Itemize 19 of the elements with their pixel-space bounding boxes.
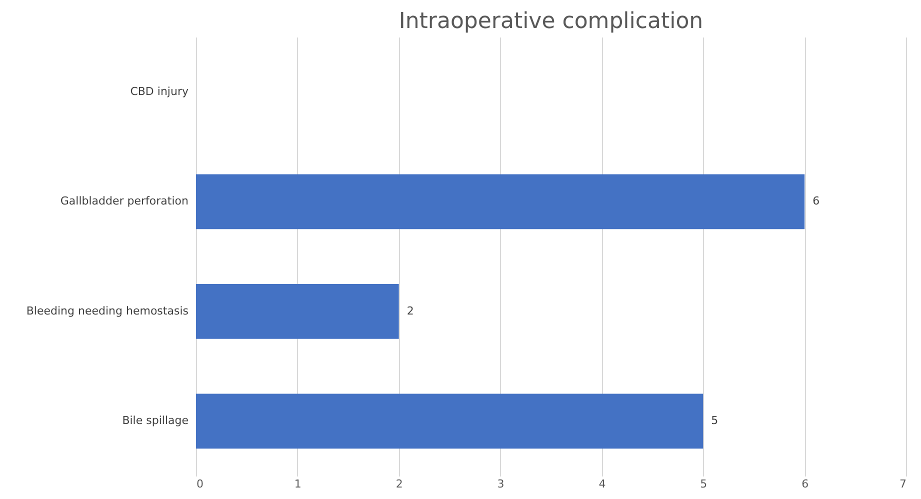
x-tick-label: 5 [700, 478, 708, 490]
data-label: 5 [711, 414, 718, 428]
y-tick-label: Gallbladder perforation [60, 194, 189, 208]
x-tick-label: 4 [598, 478, 606, 490]
x-tick-label: 7 [900, 478, 906, 490]
x-tick-label: 6 [802, 478, 809, 490]
y-tick-label: Bile spillage [122, 414, 189, 428]
data-label: 2 [406, 304, 414, 318]
bar [196, 284, 399, 339]
y-tick-label: CBD injury [130, 84, 189, 98]
bar [196, 394, 704, 449]
y-tick-label: Bleeding needing hemostasis [26, 304, 189, 318]
x-tick-label: 1 [294, 478, 302, 490]
x-tick-label: 2 [396, 478, 403, 490]
x-tick-label: 0 [196, 478, 204, 490]
x-tick-label: 3 [497, 478, 504, 490]
chart-title: Intraoperative complication [398, 9, 704, 34]
bar [196, 174, 805, 230]
data-label: 6 [812, 194, 820, 208]
